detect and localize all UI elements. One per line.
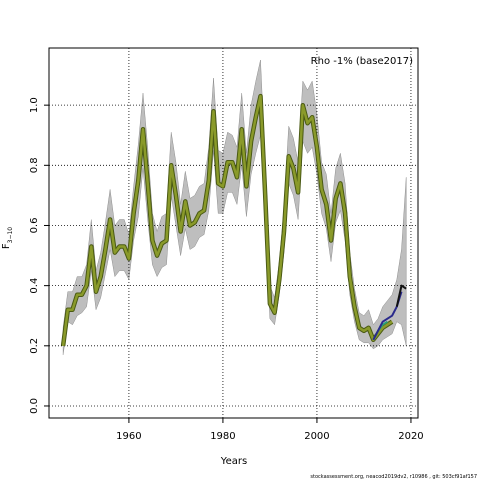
x-tick-label: 1960 (116, 431, 141, 442)
y-axis-label-subscript: 3−10 (7, 227, 14, 244)
y-axis-label-main: F (1, 243, 12, 249)
y-tick-label: 0.8 (29, 157, 40, 173)
y-axis-label: F3−10 (1, 227, 14, 249)
base-series-line (61, 94, 393, 346)
plot-frame (48, 47, 419, 419)
y-tick-label: 0.6 (29, 218, 40, 234)
chart-annotation: Rho -1% (base2017) (311, 56, 413, 67)
retro-peel-line-3 (395, 284, 407, 307)
x-tick-label: 2020 (398, 431, 423, 442)
plot-area (49, 48, 418, 418)
credit-line: stockassessment.org, neacod2019dv2, r109… (310, 474, 477, 480)
x-tick-label: 1980 (210, 431, 235, 442)
y-axis: 0.0 0.2 0.4 0.6 0.8 1.0 (29, 97, 49, 414)
x-axis-label: Years (220, 456, 247, 467)
y-tick-label: 1.0 (29, 97, 40, 113)
y-tick-label: 0.2 (29, 338, 40, 354)
y-tick-label: 0.4 (29, 278, 40, 294)
x-tick-label: 2000 (304, 431, 329, 442)
y-tick-label: 0.0 (29, 398, 40, 414)
x-axis: 1960 1980 2000 2020 (116, 418, 424, 442)
